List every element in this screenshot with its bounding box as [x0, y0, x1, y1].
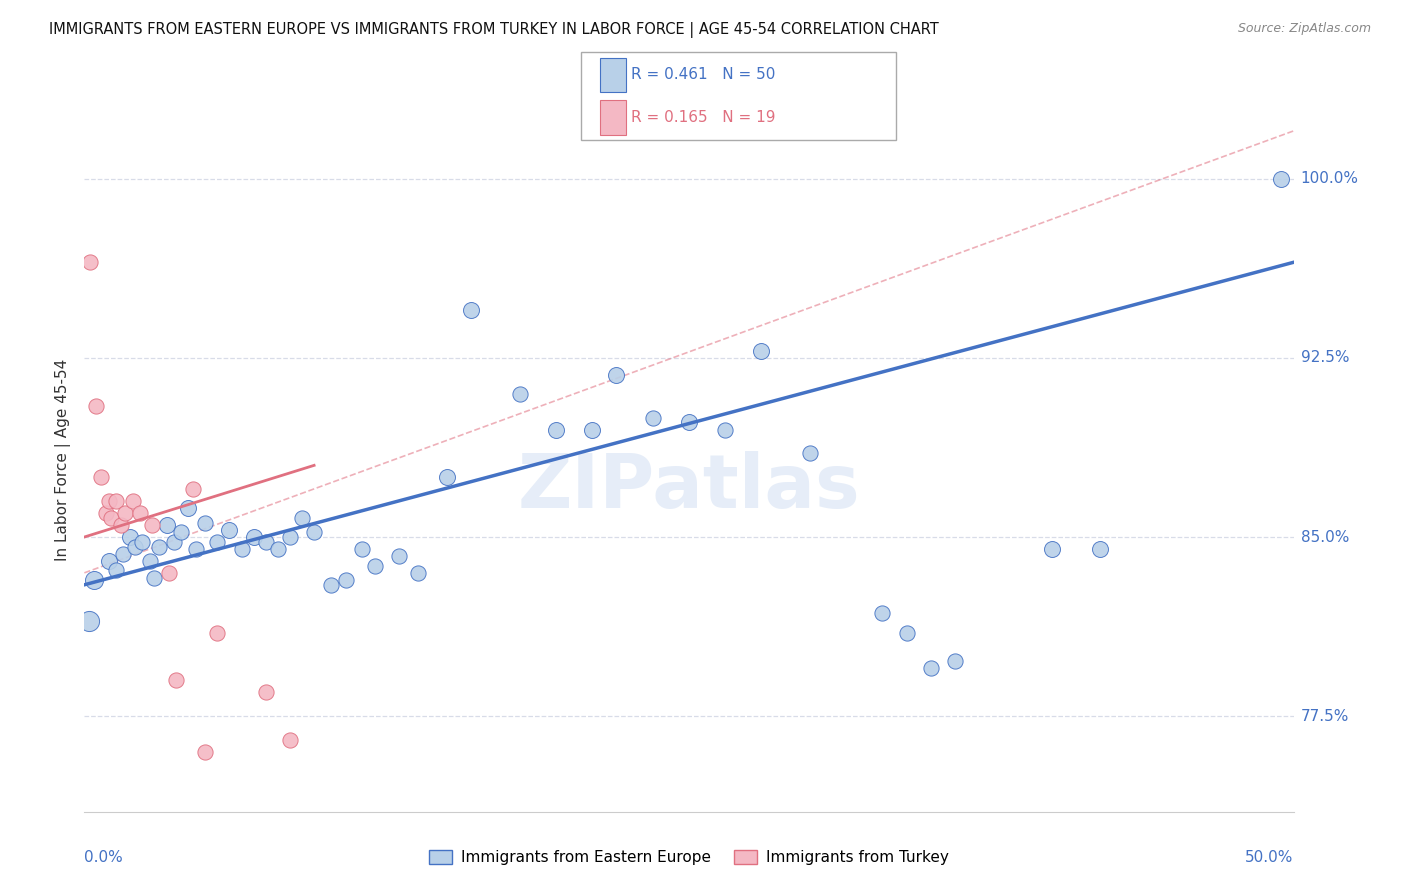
Point	[97, 554, 120, 568]
Point	[436, 470, 458, 484]
Point	[77, 614, 100, 628]
Point	[141, 518, 163, 533]
Text: 0.0%: 0.0%	[84, 850, 124, 865]
Point	[181, 482, 204, 496]
Point	[112, 547, 135, 561]
Point	[751, 343, 773, 358]
Point	[254, 685, 277, 699]
Point	[94, 506, 117, 520]
Point	[509, 386, 531, 401]
Point	[641, 410, 664, 425]
Point	[943, 654, 966, 668]
Point	[319, 578, 342, 592]
Point	[363, 558, 385, 573]
Point	[254, 534, 277, 549]
Text: Source: ZipAtlas.com: Source: ZipAtlas.com	[1237, 22, 1371, 36]
Point	[194, 745, 217, 759]
Point	[121, 494, 143, 508]
Point	[143, 571, 166, 585]
Point	[184, 541, 207, 556]
Point	[896, 625, 918, 640]
Point	[207, 534, 229, 549]
Point	[90, 470, 112, 484]
Point	[581, 423, 603, 437]
Text: 50.0%: 50.0%	[1246, 850, 1294, 865]
Point	[605, 368, 627, 382]
Point	[97, 494, 120, 508]
Point	[267, 541, 290, 556]
Point	[157, 566, 180, 580]
Point	[104, 564, 127, 578]
Point	[278, 733, 301, 747]
Point	[714, 423, 737, 437]
Point	[177, 501, 200, 516]
Point	[120, 530, 142, 544]
Point	[165, 673, 187, 688]
Point	[678, 415, 700, 429]
Point	[163, 534, 186, 549]
Text: 92.5%: 92.5%	[1301, 351, 1348, 366]
Point	[352, 541, 374, 556]
Point	[138, 554, 160, 568]
Point	[242, 530, 264, 544]
Text: ZIPatlas: ZIPatlas	[517, 451, 860, 524]
Text: R = 0.461   N = 50: R = 0.461 N = 50	[631, 67, 776, 82]
Point	[335, 573, 357, 587]
Point	[104, 494, 127, 508]
Point	[1270, 171, 1292, 186]
Point	[544, 423, 567, 437]
Point	[170, 525, 193, 540]
Point	[231, 541, 253, 556]
Point	[114, 506, 136, 520]
Point	[1040, 541, 1063, 556]
Text: 77.5%: 77.5%	[1301, 708, 1348, 723]
Point	[148, 540, 170, 554]
Point	[86, 399, 108, 413]
Text: 85.0%: 85.0%	[1301, 530, 1348, 544]
Y-axis label: In Labor Force | Age 45-54: In Labor Force | Age 45-54	[55, 359, 72, 560]
Point	[110, 518, 132, 533]
Point	[207, 625, 229, 640]
Point	[83, 573, 105, 587]
Point	[124, 540, 146, 554]
Point	[131, 534, 153, 549]
Point	[155, 518, 177, 533]
Legend: Immigrants from Eastern Europe, Immigrants from Turkey: Immigrants from Eastern Europe, Immigran…	[423, 844, 955, 871]
Point	[129, 506, 152, 520]
Point	[799, 446, 821, 460]
Point	[302, 525, 325, 540]
Point	[388, 549, 411, 563]
Point	[460, 303, 482, 318]
Point	[872, 607, 894, 621]
Point	[218, 523, 240, 537]
Point	[278, 530, 301, 544]
Point	[79, 255, 101, 269]
Text: IMMIGRANTS FROM EASTERN EUROPE VS IMMIGRANTS FROM TURKEY IN LABOR FORCE | AGE 45: IMMIGRANTS FROM EASTERN EUROPE VS IMMIGR…	[49, 22, 939, 38]
Point	[1088, 541, 1111, 556]
Point	[194, 516, 217, 530]
Point	[100, 511, 122, 525]
Text: R = 0.165   N = 19: R = 0.165 N = 19	[631, 110, 776, 125]
Point	[920, 661, 942, 675]
Text: 100.0%: 100.0%	[1301, 171, 1358, 186]
Point	[406, 566, 429, 580]
Point	[291, 511, 314, 525]
